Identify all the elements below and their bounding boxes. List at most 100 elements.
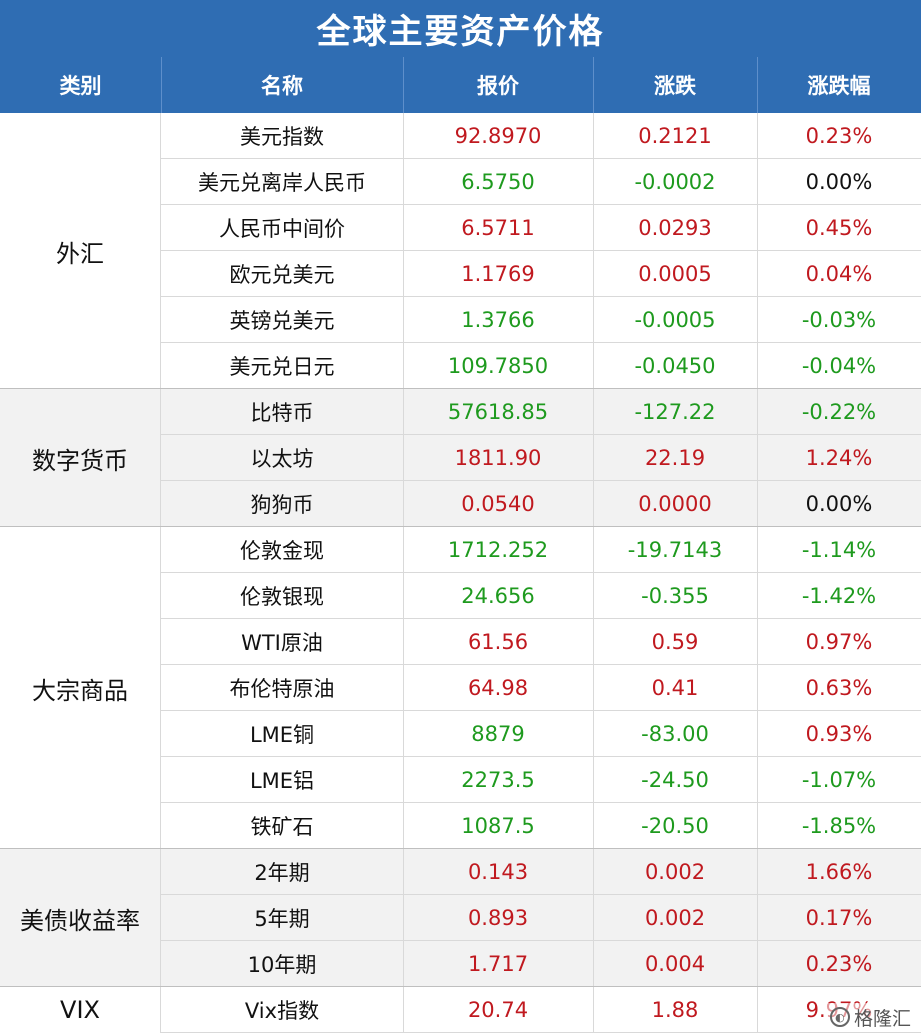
asset-price: 0.893 bbox=[467, 906, 529, 930]
group-1: 数字货币 比特币 57618.85 -127.22 -0.22% 以太坊 1811.90 22… bbox=[0, 389, 921, 527]
asset-change: 1.88 bbox=[651, 998, 699, 1022]
asset-name: LME铜 bbox=[249, 723, 315, 747]
watermark-text: 格隆汇 bbox=[853, 1007, 911, 1030]
asset-name: 人民币中间价 bbox=[219, 217, 345, 241]
asset-change: -83.00 bbox=[641, 722, 709, 746]
asset-name: 英镑兑美元 bbox=[229, 309, 335, 333]
table-row: 伦敦银现 24.656 -0.355 -1.42% bbox=[161, 573, 921, 619]
asset-price: 1.3766 bbox=[461, 308, 535, 332]
asset-price: 6.5711 bbox=[461, 216, 535, 240]
header-name: 名称 bbox=[261, 74, 303, 98]
asset-price: 64.98 bbox=[467, 676, 529, 700]
asset-price: 109.7850 bbox=[447, 354, 549, 378]
asset-change: 0.41 bbox=[651, 676, 699, 700]
asset-change-pct: -1.07% bbox=[801, 768, 877, 792]
asset-price: 0.0540 bbox=[461, 492, 535, 516]
table-row: 5年期 0.893 0.002 0.17% bbox=[161, 895, 921, 941]
asset-change: 0.0293 bbox=[638, 216, 712, 240]
asset-name: WTI原油 bbox=[241, 631, 323, 655]
asset-price: 92.8970 bbox=[454, 124, 542, 148]
asset-change: -0.0450 bbox=[634, 354, 716, 378]
asset-change: -0.0002 bbox=[634, 170, 716, 194]
asset-price: 61.56 bbox=[467, 630, 529, 654]
asset-name: 美元兑日元 bbox=[229, 355, 335, 379]
asset-change-pct: 1.66% bbox=[805, 860, 873, 884]
watermark-logo-icon: ◐ bbox=[829, 1007, 850, 1027]
asset-change-pct: -0.22% bbox=[801, 400, 877, 424]
asset-change: -127.22 bbox=[634, 400, 716, 424]
header-price: 报价 bbox=[477, 74, 519, 98]
table-row: LME铝 2273.5 -24.50 -1.07% bbox=[161, 757, 921, 803]
asset-change: 0.002 bbox=[644, 906, 706, 930]
header-category: 类别 bbox=[59, 74, 102, 98]
asset-change-pct: 1.24% bbox=[805, 446, 873, 470]
asset-change-pct: -1.14% bbox=[801, 538, 877, 562]
asset-change-pct: -1.85% bbox=[801, 814, 877, 838]
table-row: 美元兑离岸人民币 6.5750 -0.0002 0.00% bbox=[161, 159, 921, 205]
asset-change-pct: -1.42% bbox=[801, 584, 877, 608]
asset-change-pct: 0.97% bbox=[805, 630, 873, 654]
asset-price: 6.5750 bbox=[461, 170, 535, 194]
asset-price: 1811.90 bbox=[454, 446, 542, 470]
table-row: 英镑兑美元 1.3766 -0.0005 -0.03% bbox=[161, 297, 921, 343]
asset-name: 美元兑离岸人民币 bbox=[198, 171, 366, 195]
asset-name: 铁矿石 bbox=[250, 815, 314, 839]
asset-change: 22.19 bbox=[644, 446, 706, 470]
group-2: 大宗商品 伦敦金现 1712.252 -19.7143 -1.14% 伦敦银现 24.656… bbox=[0, 527, 921, 849]
page-title: 全球主要资产价格 bbox=[0, 0, 921, 57]
asset-name: 10年期 bbox=[247, 953, 317, 977]
table-row: WTI原油 61.56 0.59 0.97% bbox=[161, 619, 921, 665]
asset-change-pct: -0.03% bbox=[801, 308, 877, 332]
asset-change-pct: 0.23% bbox=[805, 124, 873, 148]
asset-change-pct: -0.04% bbox=[801, 354, 877, 378]
asset-change: -0.0005 bbox=[634, 308, 716, 332]
asset-name: 2年期 bbox=[254, 861, 310, 885]
asset-name: 比特币 bbox=[250, 401, 314, 425]
asset-change: -24.50 bbox=[641, 768, 709, 792]
header-change: 涨跌 bbox=[654, 74, 696, 98]
category-label: 外汇 bbox=[0, 113, 161, 389]
asset-change: 0.0000 bbox=[638, 492, 712, 516]
asset-change: -20.50 bbox=[641, 814, 709, 838]
asset-change: 0.2121 bbox=[638, 124, 712, 148]
asset-name: 欧元兑美元 bbox=[229, 263, 335, 287]
table-row: 以太坊 1811.90 22.19 1.24% bbox=[161, 435, 921, 481]
asset-name: 美元指数 bbox=[240, 125, 324, 149]
watermark: ◐ 格隆汇 bbox=[823, 1003, 917, 1031]
asset-change: 0.59 bbox=[651, 630, 699, 654]
table-row: 欧元兑美元 1.1769 0.0005 0.04% bbox=[161, 251, 921, 297]
category-label: VIX bbox=[0, 987, 161, 1033]
asset-name: 布伦特原油 bbox=[229, 677, 335, 701]
table-row: 人民币中间价 6.5711 0.0293 0.45% bbox=[161, 205, 921, 251]
asset-change-pct: 0.00% bbox=[805, 170, 873, 194]
table-row: 10年期 1.717 0.004 0.23% bbox=[161, 941, 921, 987]
asset-price: 2273.5 bbox=[461, 768, 535, 792]
table-row: 美元指数 92.8970 0.2121 0.23% bbox=[161, 113, 921, 159]
asset-price: 1712.252 bbox=[447, 538, 549, 562]
category-label: 数字货币 bbox=[0, 389, 161, 527]
asset-price: 8879 bbox=[471, 722, 525, 746]
asset-change: 0.0005 bbox=[638, 262, 712, 286]
asset-name: 伦敦金现 bbox=[240, 539, 324, 563]
asset-price: 1087.5 bbox=[461, 814, 535, 838]
table-row: LME铜 8879 -83.00 0.93% bbox=[161, 711, 921, 757]
asset-change-pct: 0.00% bbox=[805, 492, 873, 516]
asset-name: 伦敦银现 bbox=[240, 585, 324, 609]
asset-change-pct: 0.17% bbox=[805, 906, 873, 930]
asset-change: 0.002 bbox=[644, 860, 706, 884]
asset-name: Vix指数 bbox=[244, 999, 320, 1023]
asset-change-pct: 0.45% bbox=[805, 216, 873, 240]
group-0: 外汇 美元指数 92.8970 0.2121 0.23% 美元兑离岸人民币 6.5750 -0… bbox=[0, 113, 921, 389]
asset-name: 狗狗币 bbox=[250, 493, 314, 517]
asset-price: 20.74 bbox=[467, 998, 529, 1022]
asset-price: 24.656 bbox=[461, 584, 535, 608]
asset-name: 5年期 bbox=[254, 907, 310, 931]
asset-change: -0.355 bbox=[641, 584, 709, 608]
table-row: 美元兑日元 109.7850 -0.0450 -0.04% bbox=[161, 343, 921, 389]
asset-price: 0.143 bbox=[467, 860, 529, 884]
table-row: 布伦特原油 64.98 0.41 0.63% bbox=[161, 665, 921, 711]
table-row: 比特币 57618.85 -127.22 -0.22% bbox=[161, 389, 921, 435]
table-header: 类别 名称 报价 涨跌 涨跌幅 bbox=[0, 57, 921, 113]
